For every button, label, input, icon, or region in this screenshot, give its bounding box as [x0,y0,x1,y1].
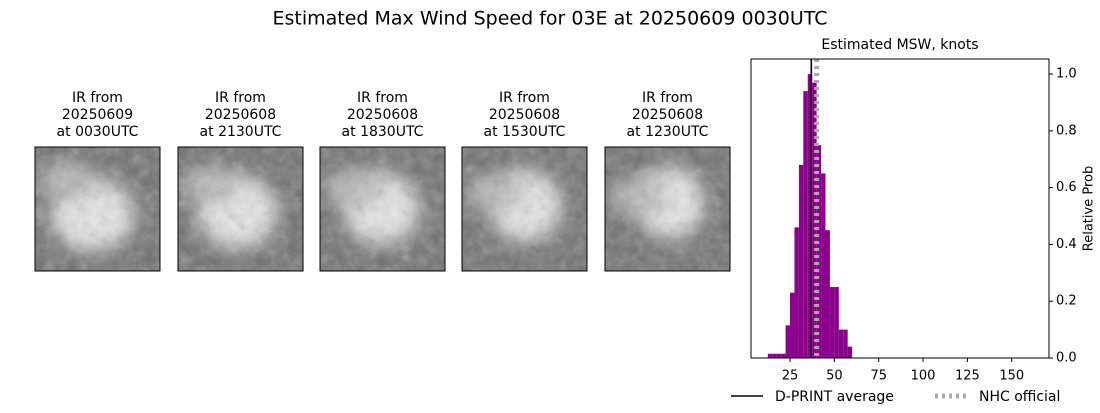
bar [843,329,848,358]
ir-image [319,146,446,272]
panel-caption: at 2130UTC [200,124,282,140]
panel-frame [461,146,588,272]
ir-image [461,146,588,272]
y-tick-label: 0.2 [1056,294,1077,309]
panel-caption: 20250609 [62,107,133,123]
panel-caption: at 1230UTC [627,124,709,140]
bar [825,230,830,358]
x-tick-label: 75 [870,369,887,384]
bar [781,353,786,358]
bar [821,173,826,358]
bar [767,353,773,358]
plot-frame [750,58,1050,359]
panel-caption: 20250608 [347,107,418,123]
panel-caption: at 1530UTC [484,124,566,140]
x-tick-label: 50 [826,369,843,384]
bar [772,353,777,358]
x-tick-label: 25 [782,369,799,384]
ir-texture [178,147,303,271]
ir-content [35,147,160,271]
bar [790,292,795,358]
panel-frame [177,146,304,272]
y-tick-label: 0.0 [1056,351,1077,366]
ir-image [34,146,161,272]
panel-caption: 20250608 [489,107,560,123]
panel-caption: IR from [72,90,123,106]
panel-caption: IR from [642,90,693,106]
bar [776,353,782,358]
bar [798,164,804,358]
panel-frame [319,146,446,272]
bar [838,329,844,358]
panel-frame [604,146,731,272]
legend-label: NHC official [979,389,1060,405]
panel-frame [34,146,161,272]
x-tick-label: 150 [999,369,1024,384]
panel-caption: IR from [499,90,550,106]
panel-caption: IR from [357,90,408,106]
panel-caption: at 0030UTC [57,124,139,140]
x-tick-label: 100 [911,369,936,384]
ir-content [320,147,445,271]
ir-texture [35,147,160,271]
panel-caption: IR from [215,90,266,106]
y-tick-label: 1.0 [1056,67,1077,82]
bar [807,74,813,359]
ir-image [604,146,731,272]
bar [829,287,835,358]
ir-content [178,147,303,271]
chart-title: Estimated MSW, knots [821,37,978,53]
bar [834,287,839,358]
panel-caption: 20250608 [632,107,703,123]
ir-texture [462,147,587,271]
ir-content [462,147,587,271]
bar [847,346,853,358]
bar [816,145,822,358]
x-tick-label: 125 [955,369,980,384]
panel-caption: at 1830UTC [342,124,424,140]
y-tick-label: 0.4 [1056,237,1077,252]
bar [794,227,799,358]
panel-caption: 20250608 [205,107,276,123]
ir-content [605,147,730,271]
y-axis-label: Relative Prob [1082,166,1097,251]
y-tick-label: 0.8 [1056,123,1077,138]
histogram-chart: Estimated MSW, knots 25 50 75 100 125 150 0.0 0.… [731,37,1097,405]
bar [803,91,808,358]
figure-title: Estimated Max Wind Speed for 03E at 2025… [272,8,827,30]
legend-label: D-PRINT average [775,389,894,405]
bar [785,325,791,358]
ir-image [177,146,304,272]
ir-texture [605,147,730,271]
y-tick-label: 0.6 [1056,180,1077,195]
ir-texture [320,147,445,271]
